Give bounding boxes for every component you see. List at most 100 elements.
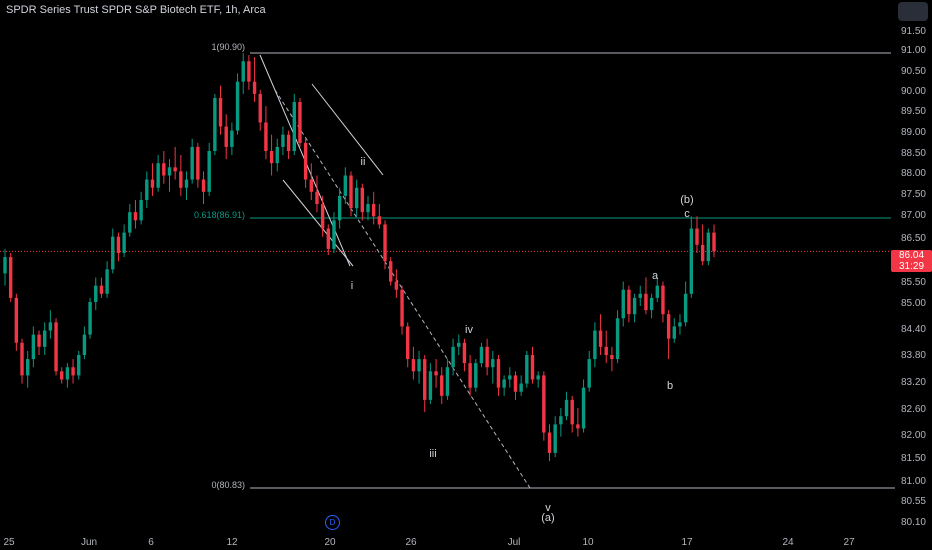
candle <box>105 261 109 298</box>
candle <box>462 338 467 372</box>
candle <box>423 355 427 413</box>
y-tick-label: 83.80 <box>901 350 926 361</box>
candle <box>179 155 183 196</box>
y-tick-label: 80.55 <box>901 496 926 507</box>
candle-body <box>666 314 671 339</box>
candle <box>315 175 319 213</box>
candle-body <box>292 102 296 151</box>
candle-body <box>281 134 285 147</box>
candle <box>417 350 421 384</box>
candle-body <box>406 326 410 360</box>
candle-body <box>190 146 194 180</box>
candle <box>343 167 348 205</box>
candle-body <box>122 232 126 253</box>
candle <box>252 57 257 103</box>
candle-body <box>201 179 206 192</box>
candle-body <box>661 285 665 315</box>
candle-body <box>173 167 177 172</box>
candle <box>25 350 30 388</box>
y-tick-label: 81.00 <box>901 476 926 487</box>
candle <box>530 346 535 384</box>
candle-body <box>133 212 138 221</box>
candle <box>196 142 200 188</box>
wave-label: a <box>652 270 659 282</box>
candle <box>445 359 450 400</box>
y-tick-label: 87.50 <box>901 189 926 200</box>
candle <box>31 326 36 368</box>
candle-body <box>258 93 262 123</box>
candle <box>48 310 53 339</box>
x-tick-label: 6 <box>148 537 154 548</box>
candle <box>683 281 688 327</box>
candle-body <box>371 204 376 217</box>
y-tick-label: 89.50 <box>901 106 926 117</box>
candle-body <box>315 191 319 205</box>
candle-body <box>150 179 155 188</box>
chart-menu-button[interactable] <box>898 2 928 21</box>
candle-body <box>31 334 36 360</box>
candle-body <box>638 293 642 298</box>
candle <box>383 220 387 270</box>
x-tick-label: 25 <box>3 537 15 548</box>
y-tick-label: 85.50 <box>901 277 926 288</box>
candle-body <box>519 383 523 392</box>
x-tick-label: 12 <box>226 537 238 548</box>
candle <box>366 195 370 221</box>
candle <box>502 375 506 396</box>
candle-body <box>417 359 421 372</box>
candle-body <box>496 359 501 388</box>
wave-label: ii <box>361 156 366 168</box>
candle-body <box>8 257 13 298</box>
channel-line-right <box>311 83 384 176</box>
candle-body <box>184 179 189 188</box>
wave-label: b <box>667 380 673 392</box>
candle-body <box>71 367 75 376</box>
candle-body <box>598 330 603 347</box>
candle-body <box>162 163 166 176</box>
candle <box>128 204 132 237</box>
candle-body <box>116 236 121 253</box>
candle <box>553 416 557 457</box>
candle-body <box>530 355 535 380</box>
candle-body <box>156 163 160 188</box>
candle-body <box>207 151 211 192</box>
candle-body <box>508 375 512 380</box>
wave-label: c <box>684 208 690 220</box>
candle <box>8 253 13 302</box>
x-tick-label: 26 <box>405 537 417 548</box>
y-tick-label: 86.50 <box>901 233 926 244</box>
candle-body <box>400 289 404 327</box>
candle-body <box>593 330 597 360</box>
candle <box>286 130 291 160</box>
y-tick-label: 82.00 <box>901 430 926 441</box>
candle-body <box>570 399 574 425</box>
candle-body <box>394 281 399 290</box>
candle <box>71 359 75 384</box>
candle-body <box>695 228 699 245</box>
candle-body <box>360 187 365 213</box>
candle <box>593 322 597 368</box>
candle <box>349 171 353 217</box>
candle-body <box>649 297 654 311</box>
candle <box>230 122 234 156</box>
candle <box>468 355 472 396</box>
candle-body <box>332 220 336 249</box>
wave-label: iii <box>429 448 436 460</box>
wave-label: (a) <box>541 512 554 524</box>
wave-label: iv <box>465 324 473 336</box>
candle-body <box>60 371 64 380</box>
wave-label: v <box>545 502 551 514</box>
candle-body <box>576 424 580 429</box>
candle-body <box>553 424 557 453</box>
candle-body <box>77 355 81 376</box>
y-tick-label: 90.50 <box>901 66 926 77</box>
candle <box>570 395 574 433</box>
candle-body <box>105 269 109 294</box>
candle <box>111 228 115 274</box>
x-tick-label: 17 <box>681 537 693 548</box>
candle-body <box>621 289 625 319</box>
candle <box>269 134 274 176</box>
candle-body <box>196 146 200 180</box>
dividend-marker[interactable]: D <box>325 515 340 530</box>
